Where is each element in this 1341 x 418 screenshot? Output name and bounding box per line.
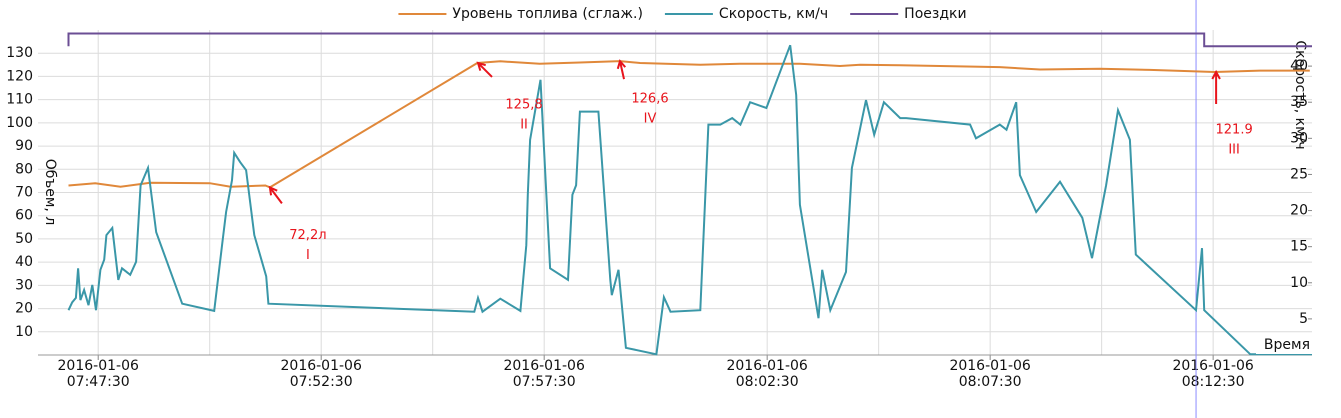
x-label-bg (1256, 336, 1312, 354)
series-line (68, 60, 1310, 189)
legend: Уровень топлива (сглаж.) Скорость, км/ч По… (398, 6, 967, 22)
annotation-label: 121.9 (1216, 123, 1253, 138)
y-tick-label: 40 (15, 254, 33, 270)
x-tick-label: 08:02:30 (736, 374, 799, 390)
y-tick-label: 110 (6, 92, 33, 108)
legend-label: Скорость, км/ч (719, 6, 828, 22)
annotation-arrow (616, 59, 627, 80)
annotation-label: 126,6 (631, 92, 668, 107)
y-tick-label: 120 (6, 68, 33, 84)
y2-tick-label: 35 (1290, 94, 1308, 110)
legend-label: Уровень топлива (сглаж.) (452, 6, 642, 22)
annotation-label: II (520, 117, 528, 132)
y-tick-label: 80 (15, 161, 33, 177)
y2-tick-label: 30 (1290, 130, 1308, 146)
x-tick-label: 2016-01-06 (1172, 358, 1253, 374)
annotation-label: 72,2л (289, 228, 326, 243)
y-tick-label: 10 (15, 324, 33, 340)
annotation-label: III (1228, 143, 1240, 158)
x-tick-label: 08:07:30 (959, 374, 1022, 390)
y-tick-label: 90 (15, 138, 33, 154)
y2-tick-label: 15 (1290, 239, 1308, 255)
y-tick-label: 70 (15, 185, 33, 201)
y-tick-label: 130 (6, 45, 33, 61)
x-tick-label: 2016-01-06 (281, 358, 362, 374)
x-tick-label: 2016-01-06 (726, 358, 807, 374)
y-tick-label: 100 (6, 115, 33, 131)
x-axis-label: Время (1264, 337, 1310, 353)
y-tick-label: 20 (15, 301, 33, 317)
x-tick-label: 07:57:30 (513, 374, 576, 390)
series-line (67, 44, 1312, 356)
x-tick-label: 2016-01-06 (949, 358, 1030, 374)
y2-tick-label: 40 (1290, 58, 1308, 74)
y2-tick-label: 5 (1299, 311, 1308, 327)
y-tick-label: 50 (15, 231, 33, 247)
grid (38, 30, 1312, 355)
x-tick-label: 2016-01-06 (503, 358, 584, 374)
y2-axis-label: Скорость, км/ч (1292, 40, 1308, 149)
x-tick-label: 08:12:30 (1182, 374, 1245, 390)
series-line (67, 32, 1312, 48)
annotation-arrow (268, 185, 283, 204)
x-tick-label: 07:47:30 (67, 374, 130, 390)
annotation-label: IV (644, 112, 657, 127)
x-tick-label: 07:52:30 (290, 374, 353, 390)
annotation-arrow (476, 61, 493, 78)
annotation-label: I (306, 248, 310, 263)
y2-tick-label: 10 (1290, 275, 1308, 291)
y2-tick-label: 25 (1290, 166, 1308, 182)
y2-tick-label: 20 (1290, 203, 1308, 219)
annotation-arrow (1211, 69, 1221, 105)
annotation-label: 125,8 (505, 97, 542, 112)
y-tick-label: 60 (15, 208, 33, 224)
y-tick-label: 30 (15, 277, 33, 293)
y-axis-label: Объем, л (42, 159, 58, 226)
legend-label: Поездки (904, 6, 966, 22)
x-tick-label: 2016-01-06 (58, 358, 139, 374)
